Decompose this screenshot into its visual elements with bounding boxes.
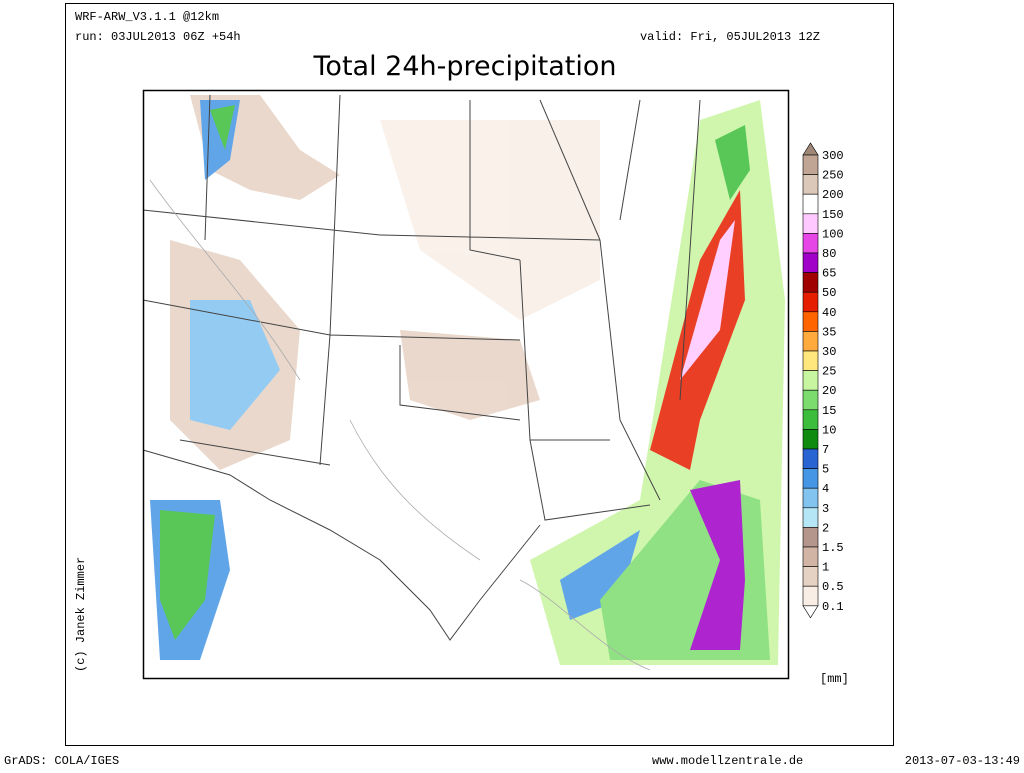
legend-level-label: 35 xyxy=(822,325,836,339)
map xyxy=(142,89,790,680)
run-label: run: 03JUL2013 06Z +54h xyxy=(75,30,241,44)
color-swatch xyxy=(802,154,819,175)
legend-level-label: 2 xyxy=(822,521,829,535)
model-label: WRF-ARW_V3.1.1 @12km xyxy=(75,10,219,24)
map-frame xyxy=(142,89,790,680)
color-swatch xyxy=(802,409,819,430)
color-swatch xyxy=(802,174,819,195)
color-swatch xyxy=(802,546,819,567)
precip-area xyxy=(190,300,280,430)
color-swatch xyxy=(802,350,819,371)
footer-left: GrADS: COLA/IGES xyxy=(4,754,119,768)
color-swatch xyxy=(802,291,819,313)
legend-level-label: 0.5 xyxy=(822,580,844,594)
boundaries xyxy=(142,94,701,671)
map-title: Total 24h-precipitation xyxy=(313,51,617,82)
color-swatch xyxy=(802,252,819,273)
legend-level-label: 40 xyxy=(822,306,836,320)
color-swatch xyxy=(802,213,819,234)
legend-level-label: 7 xyxy=(822,443,829,457)
footer-center: www.modellzentrale.de xyxy=(652,754,803,768)
legend-level-label: 25 xyxy=(822,365,836,379)
legend-level-label: 80 xyxy=(822,247,836,261)
valid-label: valid: Fri, 05JUL2013 12Z xyxy=(640,30,820,44)
legend-level-label: 50 xyxy=(822,286,836,300)
legend-level-label: 5 xyxy=(822,463,829,477)
legend-level-label: 1 xyxy=(822,561,829,575)
color-swatch xyxy=(802,487,819,509)
color-swatch xyxy=(802,370,819,391)
precip-area xyxy=(690,480,745,650)
color-swatch xyxy=(802,468,819,489)
color-swatch xyxy=(802,448,819,469)
color-swatch xyxy=(802,527,819,548)
precip-area xyxy=(680,220,735,380)
color-swatch xyxy=(802,507,819,528)
precip-areas xyxy=(150,95,785,665)
legend-level-label: 4 xyxy=(822,482,829,496)
terrain-contour xyxy=(149,179,651,671)
footer-right: 2013-07-03-13:49 xyxy=(905,754,1020,768)
legend-level-label: 200 xyxy=(822,188,844,202)
legend-level-label: 3 xyxy=(822,502,829,516)
legend-level-label: 250 xyxy=(822,169,844,183)
legend-level-label: 1.5 xyxy=(822,541,844,555)
color-swatch xyxy=(802,233,819,254)
color-swatch xyxy=(802,193,819,215)
state-lines xyxy=(142,94,701,641)
color-swatch xyxy=(802,331,819,352)
legend-level-label: 10 xyxy=(822,423,836,437)
precip-area xyxy=(160,510,215,640)
precip-area xyxy=(715,125,750,200)
color-swatch xyxy=(802,429,819,450)
precip-area xyxy=(400,330,540,420)
color-swatch xyxy=(802,311,819,332)
colorbar: 300 250 200 150 100 80 65 50 40 35 30 25 20 15 10 7 5 4 3 2… xyxy=(802,142,844,619)
color-swatch xyxy=(802,566,819,587)
precip-area xyxy=(210,105,235,150)
legend-level-label: 65 xyxy=(822,267,836,281)
legend-level-label: 20 xyxy=(822,384,836,398)
color-swatch xyxy=(802,272,819,293)
color-swatch xyxy=(802,389,819,411)
unit-label: [mm] xyxy=(820,672,849,686)
credit: (c) Janek Zimmer xyxy=(74,557,88,672)
legend-level-label: 0.1 xyxy=(822,600,844,614)
precip-area xyxy=(380,120,600,320)
legend-level-label: 150 xyxy=(822,208,844,222)
color-swatch xyxy=(802,585,819,607)
legend-level-label: 100 xyxy=(822,227,844,241)
legend-level-label: 15 xyxy=(822,404,836,418)
legend-level-label: 30 xyxy=(822,345,836,359)
legend-level-label: 300 xyxy=(822,149,844,163)
color-swatch xyxy=(802,605,819,619)
